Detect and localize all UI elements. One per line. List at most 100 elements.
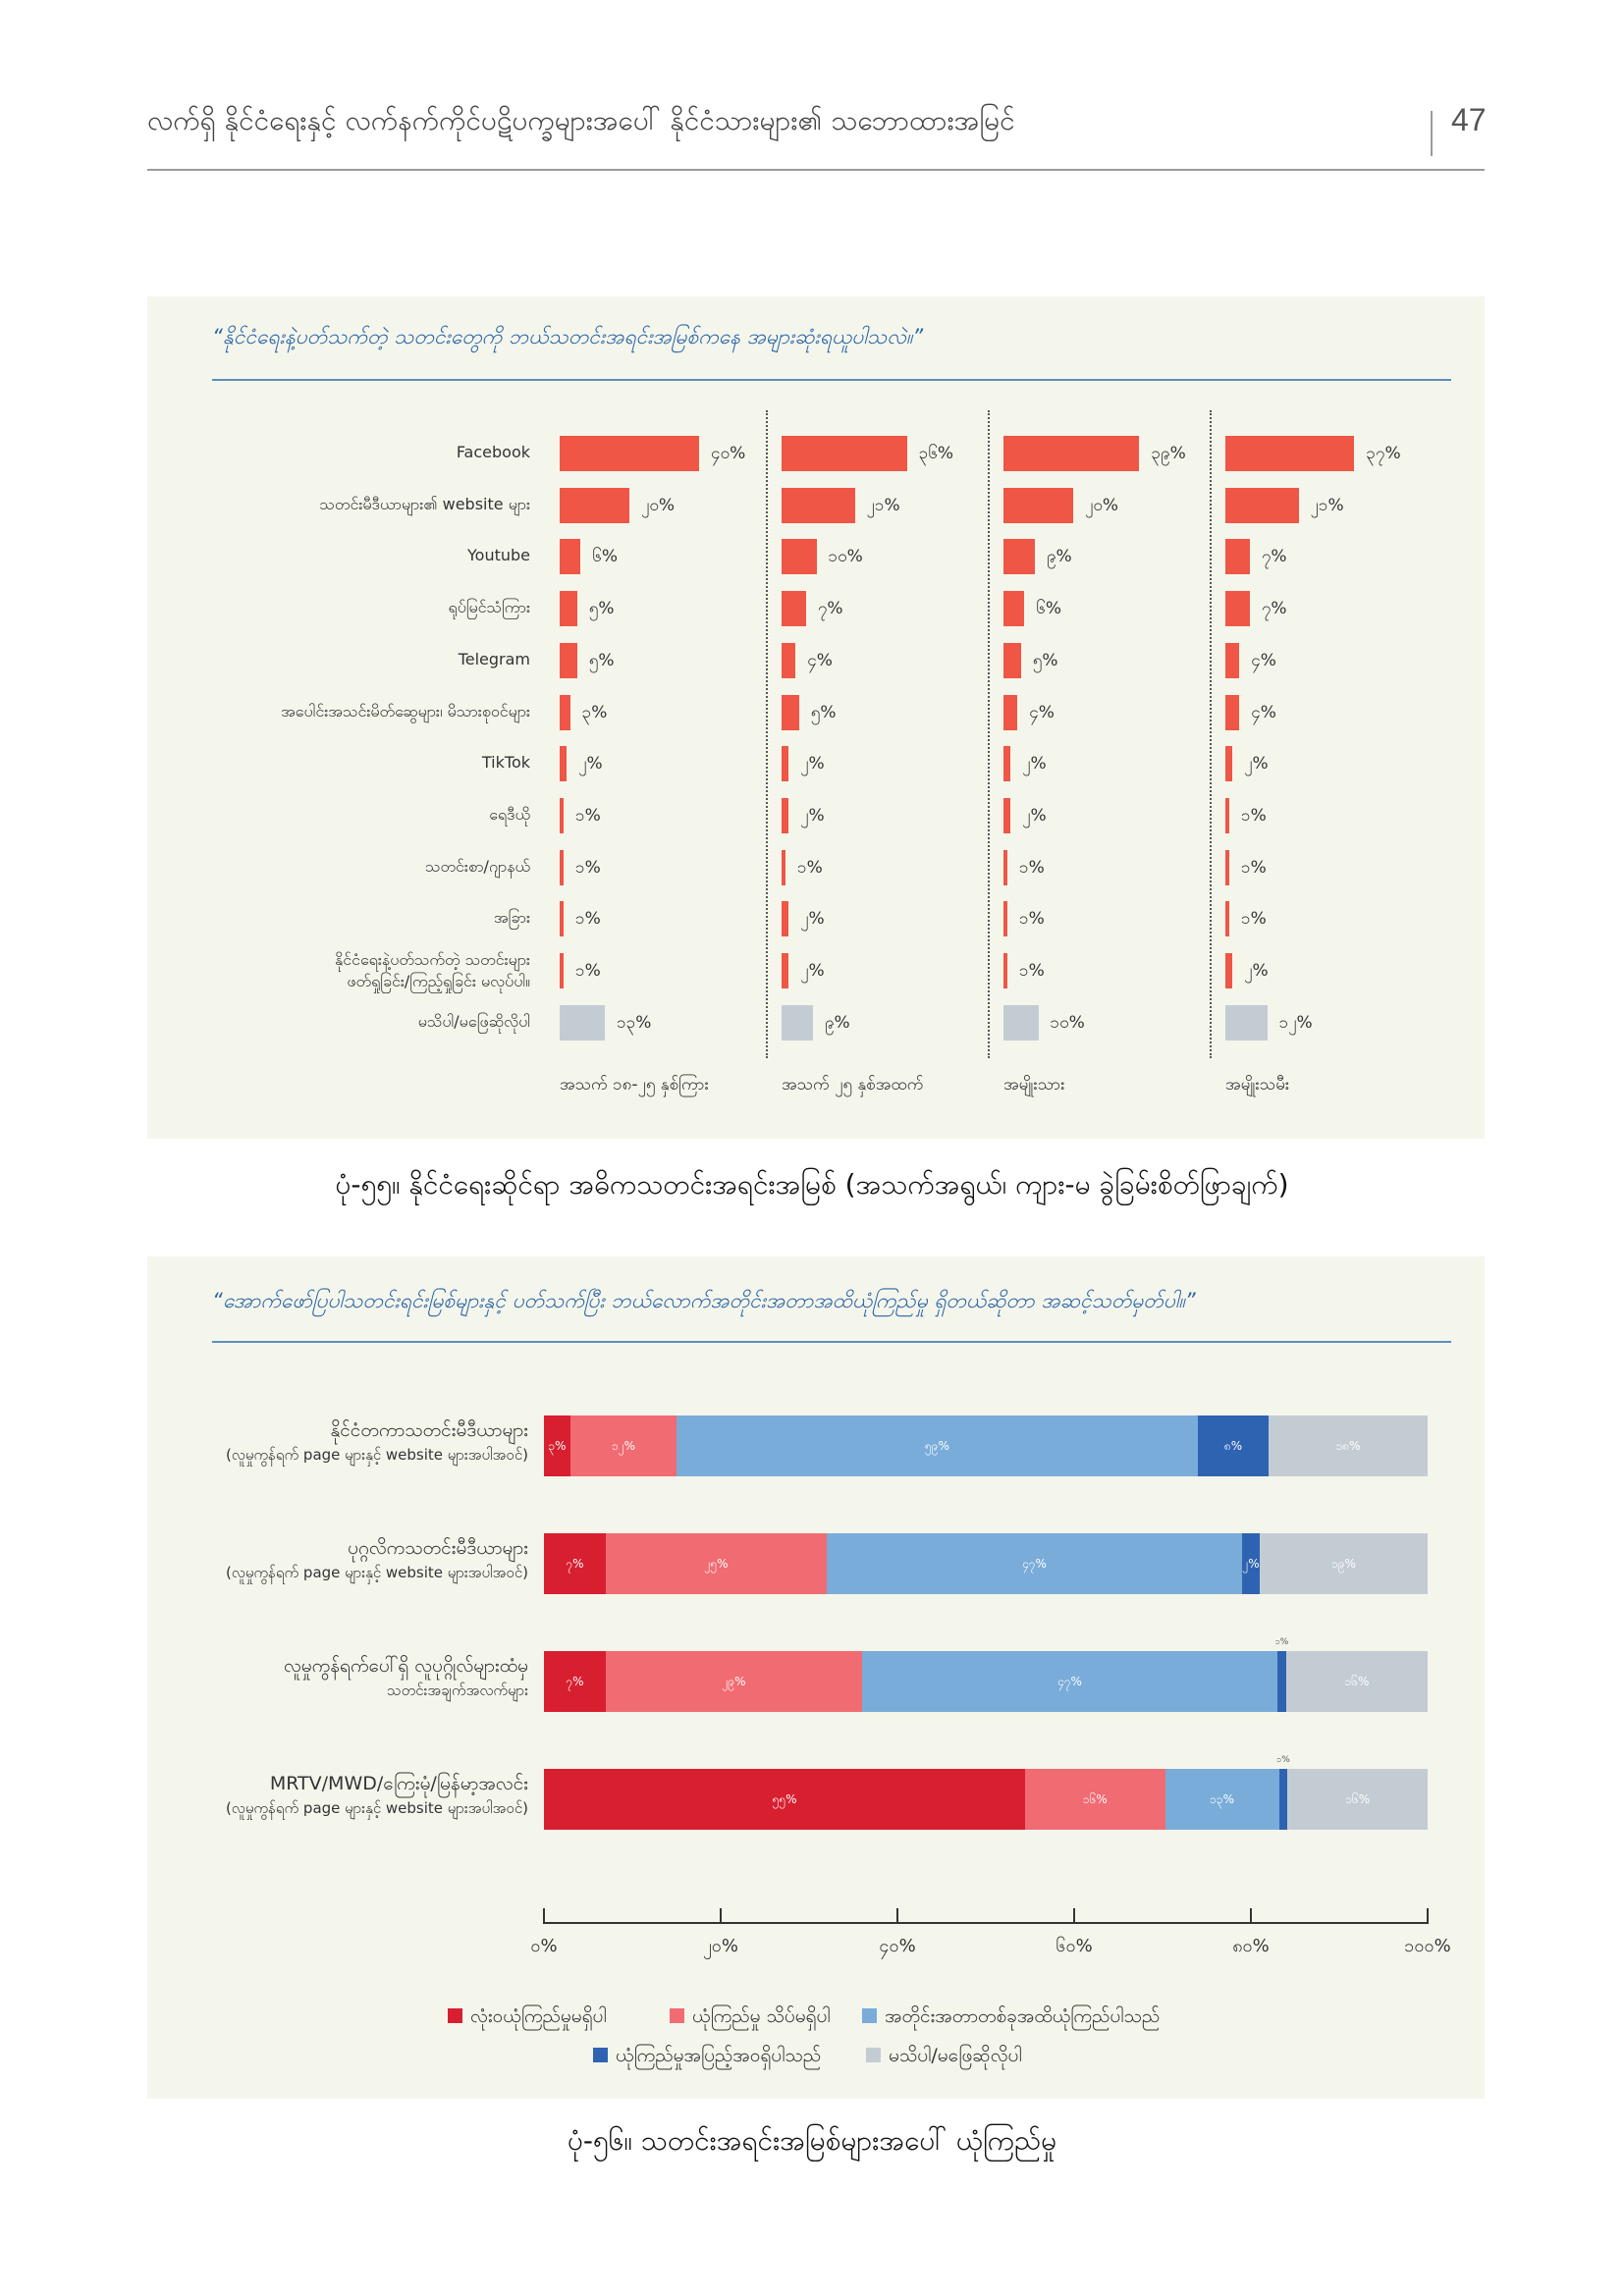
bar-value-label: ၄% <box>807 650 833 670</box>
bar <box>1225 591 1250 627</box>
bar <box>782 797 789 833</box>
legend-item: ယုံကြည်မှု သိပ်မရှိပါ <box>670 2004 831 2032</box>
series-label: အမျိုးသမီး <box>1225 1075 1290 1095</box>
category-label: ရေဒီယို <box>489 804 530 826</box>
x-tick-label: ၆၀% <box>1056 1936 1093 1956</box>
stack-segment <box>1286 1651 1428 1712</box>
bar-value-label: ၅% <box>588 599 615 619</box>
segment-value-label: ၅၉% <box>925 1439 949 1453</box>
stack-segment <box>1025 1769 1165 1830</box>
stack-segment <box>544 1651 606 1712</box>
category-label: သတင်းစာ/ဂျာနယ် <box>425 856 530 878</box>
group-separator <box>766 410 768 1058</box>
series-label: အမျိုးသား <box>1003 1075 1065 1095</box>
legend-label: ယုံကြည်မှု သိပ်မရှိပါ <box>692 2005 831 2027</box>
segment-value-label: ၁၆% <box>1082 1792 1108 1806</box>
bar-value-label: ၄% <box>1029 702 1055 722</box>
category-label-line2: (လူမှုကွန်ရက် page များနှင့် website မျာ… <box>225 1446 528 1464</box>
bar <box>560 694 570 730</box>
category-label: အခြား <box>494 907 530 929</box>
bar <box>1003 901 1007 937</box>
category-label: နိုင်ငံတကာသတင်းမီဒီယာများ (လူမှုကွန်ရက် p… <box>226 1417 528 1467</box>
segment-value-label: ၇% <box>566 1675 584 1688</box>
bar <box>1225 694 1240 730</box>
bar <box>560 487 629 523</box>
legend-swatch <box>593 2048 608 2062</box>
figure-56-caption: ပုံ-၅၆။ သတင်းအရင်းအမြစ်များအပေါ် ယုံကြည်… <box>567 2124 1057 2157</box>
category-label-line: နိုင်ငံရေးနဲ့ပတ်သက်တဲ့ သတင်းများ <box>334 950 530 969</box>
bar <box>1003 953 1007 988</box>
source-chart-panel: “နိုင်ငံရေးနဲ့ပတ်သက်တဲ့ သတင်းတွေကို ဘယ်သ… <box>147 296 1485 1139</box>
category-label-line: Youtube <box>467 546 530 565</box>
bar-value-label: ၂၀% <box>1085 495 1119 515</box>
header-rule <box>147 169 1485 171</box>
legend-swatch <box>862 2008 877 2023</box>
bar <box>1225 953 1233 988</box>
category-label: Telegram <box>459 649 530 670</box>
bar-value-label: ၂၁% <box>866 495 900 515</box>
trust-chart-panel: “အောက်ဖော်ပြပါသတင်းရင်းမြစ်များနှင့် ပတ်… <box>147 1256 1485 2099</box>
category-label-line: Facebook <box>456 443 530 461</box>
bar <box>1003 849 1007 885</box>
x-tick-label: ၈၀% <box>1232 1936 1270 1956</box>
bar-value-label: ၃၇% <box>1366 444 1401 463</box>
bar <box>782 539 817 575</box>
x-tick <box>543 1908 545 1924</box>
bar-value-label: ၇% <box>1261 547 1287 567</box>
bar-value-label: ၁% <box>797 857 823 878</box>
bar-value-label: ၆% <box>1036 599 1062 619</box>
page-number: 47 <box>1451 102 1487 137</box>
bar-value-label: ၁၀% <box>1050 1012 1085 1033</box>
bar-value-label: ၁% <box>575 857 601 878</box>
bar-value-label: ၁% <box>1241 857 1267 878</box>
bar <box>1003 797 1011 833</box>
stack-segment <box>544 1769 1026 1830</box>
bar-value-label: ၁၃% <box>617 1012 652 1033</box>
category-label: အပေါင်းအသင်းမိတ်ဆွေများ၊ မိသားစုဝင်များ <box>281 701 530 722</box>
bar <box>1225 901 1229 937</box>
segment-value-label: ၁% <box>1274 1637 1289 1647</box>
bar <box>1003 539 1035 575</box>
bar-value-label: ၁၂% <box>1278 1012 1313 1033</box>
bar-value-label: ၁% <box>575 805 601 826</box>
category-label-line: ရုပ်မြင်သံကြား <box>448 598 530 617</box>
bar <box>1225 642 1240 678</box>
category-label-line2: သတင်းအချက်အလက်များ <box>387 1682 528 1699</box>
bar <box>560 436 699 471</box>
stack-segment <box>570 1415 677 1476</box>
bar <box>560 953 564 988</box>
bar-value-label: ၁% <box>1241 805 1267 826</box>
x-tick-label: ၀% <box>530 1936 558 1956</box>
category-label: နိုင်ငံရေးနဲ့ပတ်သက်တဲ့ သတင်းများ ဖတ်ရှုခြ… <box>335 949 530 992</box>
bar-value-label: ၂% <box>800 961 825 981</box>
bar-value-label: ၂% <box>1244 961 1269 981</box>
bar <box>782 694 799 730</box>
group-separator <box>988 410 990 1058</box>
bar-value-label: ၂% <box>1244 754 1269 774</box>
x-tick <box>1073 1908 1075 1924</box>
bar-value-label: ၅% <box>588 650 615 670</box>
bar <box>782 487 855 523</box>
bar <box>560 539 581 575</box>
stack-segment <box>862 1651 1277 1712</box>
legend-item: မသိပါ/မဖြေဆိုလိုပါ <box>866 2044 1022 2071</box>
bar <box>782 953 789 988</box>
segment-value-label: ၄၇% <box>1022 1557 1047 1571</box>
bar-value-label: ၉% <box>1046 547 1072 567</box>
segment-value-label: ၃% <box>548 1439 567 1453</box>
x-tick <box>1250 1908 1252 1924</box>
bar-value-label: ၂၀% <box>641 495 676 515</box>
stack-segment <box>1260 1533 1428 1594</box>
bar-value-label: ၆% <box>592 547 619 567</box>
bar <box>782 436 907 471</box>
bar-value-label: ၁% <box>1241 909 1267 930</box>
stack-segment <box>827 1533 1242 1594</box>
bar-value-label: ၅% <box>1032 650 1058 670</box>
trust-chart-question: “အောက်ဖော်ပြပါသတင်းရင်းမြစ်များနှင့် ပတ်… <box>212 1289 1196 1312</box>
legend-item: ယုံကြည်မှုအပြည့်အဝရှိပါသည် <box>593 2044 821 2071</box>
bar-value-label: ၄၀% <box>711 444 746 463</box>
legend-label: မသိပါ/မဖြေဆိုလိုပါ <box>889 2045 1022 2066</box>
bar <box>1003 436 1140 471</box>
category-label: Facebook <box>457 442 530 463</box>
stack-segment <box>606 1651 862 1712</box>
